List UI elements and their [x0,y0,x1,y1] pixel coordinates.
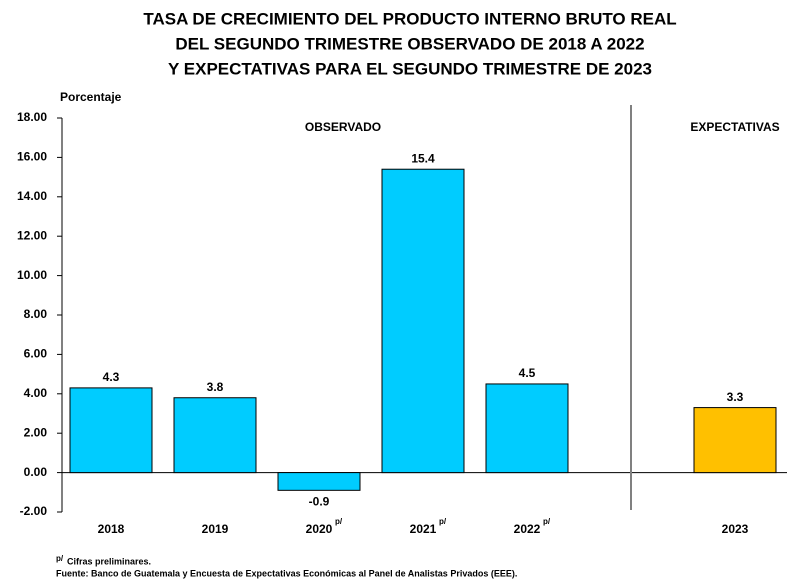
y-tick-label: 18.00 [17,110,47,124]
chart-title: DEL SEGUNDO TRIMESTRE OBSERVADO DE 2018 … [175,34,644,53]
x-tick-label: 2020 [306,522,333,536]
preliminary-mark: p/ [543,517,551,526]
y-tick-label: -2.00 [20,504,48,518]
y-tick-label: 10.00 [17,268,47,282]
bar [173,397,257,474]
bar [485,383,569,474]
footnote-mark: p/ [56,554,64,563]
bar [693,407,777,474]
preliminary-mark: p/ [439,517,447,526]
x-tick-label: 2019 [202,522,229,536]
footnote: Cifras preliminares. [67,556,151,566]
x-tick-label: 2018 [98,522,125,536]
y-tick-label: 2.00 [24,425,48,439]
y-tick-label: 0.00 [24,465,48,479]
source-note: Fuente: Banco de Guatemala y Encuesta de… [56,568,517,578]
section-label: EXPECTATIVAS [690,120,779,134]
value-label: 4.3 [103,370,120,384]
y-tick-label: 16.00 [17,150,47,164]
y-axis-label: Porcentaje [60,90,122,104]
value-label: 4.5 [519,366,536,380]
value-label: 15.4 [411,151,435,165]
bar [69,387,153,474]
preliminary-mark: p/ [335,517,343,526]
x-tick-label: 2022 [514,522,541,536]
bar [381,168,465,474]
y-tick-label: 6.00 [24,347,48,361]
x-tick-label: 2023 [722,522,749,536]
value-label: 3.3 [727,390,744,404]
chart-title: TASA DE CRECIMIENTO DEL PRODUCTO INTERNO… [143,9,676,28]
x-tick-label: 2021 [410,522,437,536]
section-label: OBSERVADO [305,120,381,134]
y-tick-label: 8.00 [24,307,48,321]
y-tick-label: 4.00 [24,386,48,400]
y-tick-label: 12.00 [17,228,47,242]
value-label: -0.9 [309,495,330,509]
value-label: 3.8 [207,380,224,394]
chart-title: Y EXPECTATIVAS PARA EL SEGUNDO TRIMESTRE… [168,59,652,78]
bar [277,472,361,491]
y-tick-label: 14.00 [17,189,47,203]
